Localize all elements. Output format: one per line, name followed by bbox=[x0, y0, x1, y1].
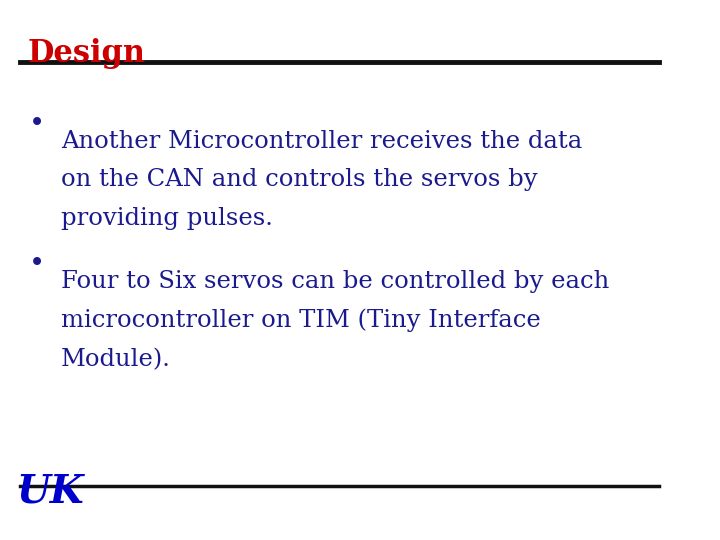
Text: providing pulses.: providing pulses. bbox=[61, 207, 273, 231]
Text: Four to Six servos can be controlled by each: Four to Six servos can be controlled by … bbox=[61, 270, 609, 293]
Text: Design: Design bbox=[27, 38, 145, 69]
Text: Module).: Module). bbox=[61, 348, 171, 371]
Text: •: • bbox=[30, 111, 45, 138]
Text: Another Microcontroller receives the data: Another Microcontroller receives the dat… bbox=[61, 130, 582, 153]
Text: UK: UK bbox=[17, 472, 85, 510]
Text: microcontroller on TIM (Tiny Interface: microcontroller on TIM (Tiny Interface bbox=[61, 309, 541, 333]
Text: •: • bbox=[30, 251, 45, 278]
Text: on the CAN and controls the servos by: on the CAN and controls the servos by bbox=[61, 168, 538, 192]
